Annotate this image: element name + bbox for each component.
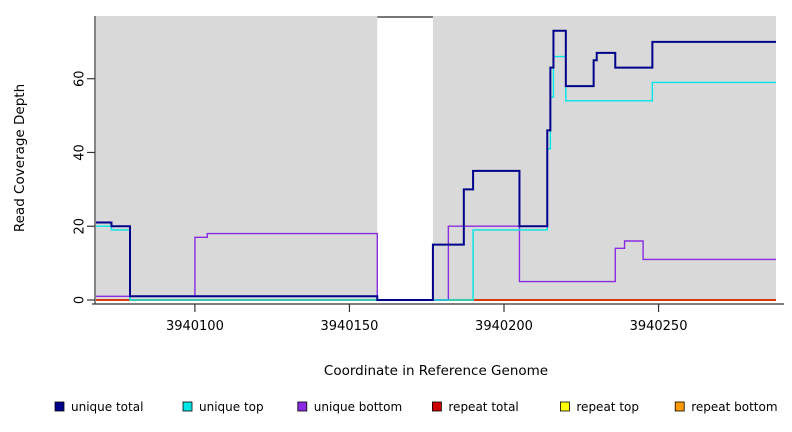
plot-background-group <box>96 16 776 300</box>
series-line-unique-total <box>96 29 776 301</box>
y-tick-label: 0 <box>73 296 88 304</box>
legend-swatch-unique-total[interactable] <box>54 401 65 412</box>
masked-gap-region <box>377 16 433 300</box>
plot-panel <box>96 16 776 300</box>
legend-label-repeat-total[interactable]: repeat total <box>448 400 518 414</box>
legend-swatch-repeat-top[interactable] <box>560 401 570 412</box>
legend-label-repeat-top[interactable]: repeat top <box>576 400 639 414</box>
y-tick-label: 20 <box>73 218 88 235</box>
series-line-unique-bottom <box>96 225 776 301</box>
x-tick-label: 3940200 <box>475 319 533 334</box>
axes-group: 0 20 40 60 3940100 3940150 3940200 3940250 Read … <box>12 16 784 379</box>
y-tick-label: 60 <box>73 70 88 87</box>
series-group <box>96 29 776 301</box>
legend-label-unique-total[interactable]: unique total <box>71 400 143 414</box>
x-axis-title: Coordinate in Reference Genome <box>324 363 548 379</box>
x-tick-label: 3940150 <box>321 319 379 334</box>
y-tick-label: 40 <box>73 144 88 161</box>
y-axis-title: Read Coverage Depth <box>12 84 28 232</box>
legend-swatch-repeat-bottom[interactable] <box>674 401 685 412</box>
legend-swatch-unique-top[interactable] <box>182 401 193 412</box>
legend-group: unique total unique top unique bottom repea… <box>54 400 778 414</box>
x-tick-label: 3940100 <box>166 319 224 334</box>
x-tick-label: 3940250 <box>630 319 688 334</box>
legend-swatch-repeat-total[interactable] <box>431 401 442 412</box>
legend-label-repeat-bottom[interactable]: repeat bottom <box>691 400 777 414</box>
legend-label-unique-bottom[interactable]: unique bottom <box>314 400 402 414</box>
legend-swatch-unique-bottom[interactable] <box>297 401 308 412</box>
legend-label-unique-top[interactable]: unique top <box>199 400 264 414</box>
